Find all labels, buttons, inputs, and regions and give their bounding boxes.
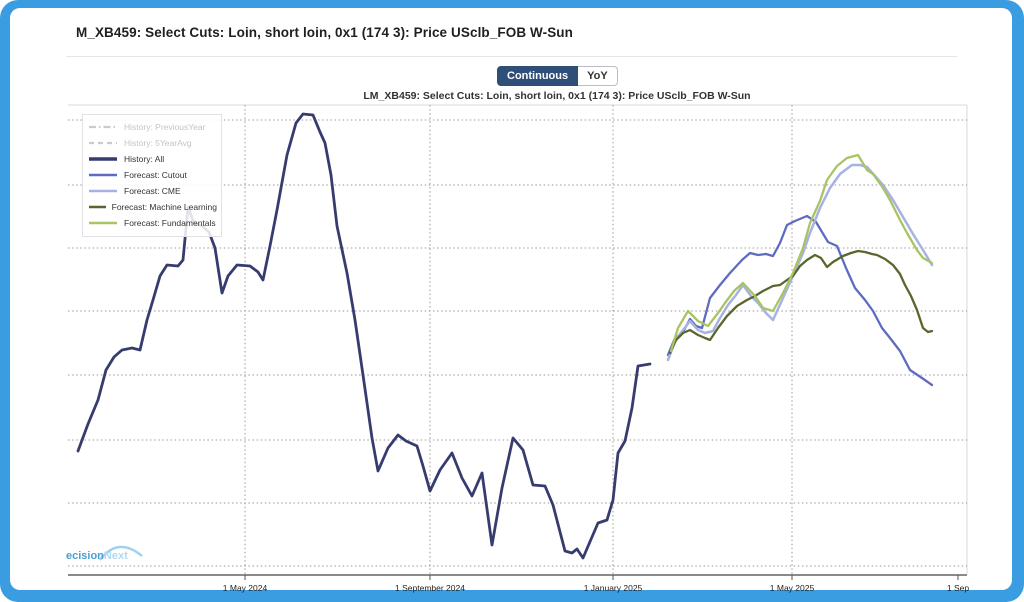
legend-item-history-5yearavg[interactable]: History: 5YearAvg [88, 135, 217, 151]
yoy-toggle-button[interactable]: YoY [578, 66, 618, 86]
legend-item-forecast-cme[interactable]: Forecast: CME [88, 183, 217, 199]
continuous-toggle-button[interactable]: Continuous [497, 66, 579, 86]
legend-item-label: History: All [124, 154, 165, 164]
legend-line-swatch [89, 173, 117, 177]
legend-item-forecast-machine-learning[interactable]: Forecast: Machine Learning [88, 199, 217, 215]
legend-line-swatch [89, 125, 117, 129]
chart-title: LM_XB459: Select Cuts: Loin, short loin,… [363, 90, 751, 102]
watermark-text-2: Next [104, 550, 128, 562]
chart-legend: History: PreviousYear History: 5YearAvg Hi… [82, 114, 222, 237]
series-forecast-fundamentals [669, 153, 934, 353]
legend-item-history-all[interactable]: History: All [88, 151, 217, 167]
legend-item-label: Forecast: Cutout [124, 170, 187, 180]
legend-line-swatch [89, 221, 117, 225]
gridlines [68, 105, 967, 575]
legend-line-swatch [89, 141, 117, 145]
x-tick-label: 1 September 2024 [395, 583, 465, 593]
x-tick-label: 1 January 2025 [584, 583, 643, 593]
series-forecast-cutout [666, 214, 934, 387]
x-tick-label: 1 Sep [947, 583, 969, 593]
legend-item-label: History: 5YearAvg [124, 138, 192, 148]
series-forecast-machine-learning [668, 249, 934, 355]
legend-item-label: Forecast: Fundamentals [124, 218, 216, 228]
page-title: M_XB459: Select Cuts: Loin, short loin, … [76, 25, 573, 40]
watermark-text-1: ecision [66, 550, 104, 562]
legend-item-forecast-fundamentals[interactable]: Forecast: Fundamentals [88, 215, 217, 231]
watermark-arc-icon [99, 545, 143, 561]
view-mode-toggle: Continuous YoY [497, 66, 618, 86]
legend-item-forecast-cutout[interactable]: Forecast: Cutout [88, 167, 217, 183]
series-history-all [76, 112, 652, 560]
x-tick-label: 1 May 2024 [223, 583, 268, 593]
legend-item-label: History: PreviousYear [124, 122, 206, 132]
x-axis-ticks: 1 May 2024 1 September 2024 1 January 2025… [223, 575, 969, 593]
watermark-logo: ecisionNext [66, 545, 143, 562]
legend-item-history-previousyear[interactable]: History: PreviousYear [88, 119, 217, 135]
legend-line-swatch [89, 157, 117, 161]
chart-plot: 1 May 2024 1 September 2024 1 January 2025… [68, 104, 969, 593]
legend-line-swatch [89, 205, 106, 209]
x-tick-label: 1 May 2025 [770, 583, 815, 593]
legend-item-label: Forecast: CME [124, 186, 181, 196]
svg-text:ecisionNext: ecisionNext [66, 550, 128, 562]
legend-item-label: Forecast: Machine Learning [111, 202, 217, 212]
content-card: M_XB459: Select Cuts: Loin, short loin, … [10, 8, 1012, 593]
series-forecast-cme [666, 163, 934, 362]
legend-line-swatch [89, 189, 117, 193]
header-divider [66, 56, 957, 57]
